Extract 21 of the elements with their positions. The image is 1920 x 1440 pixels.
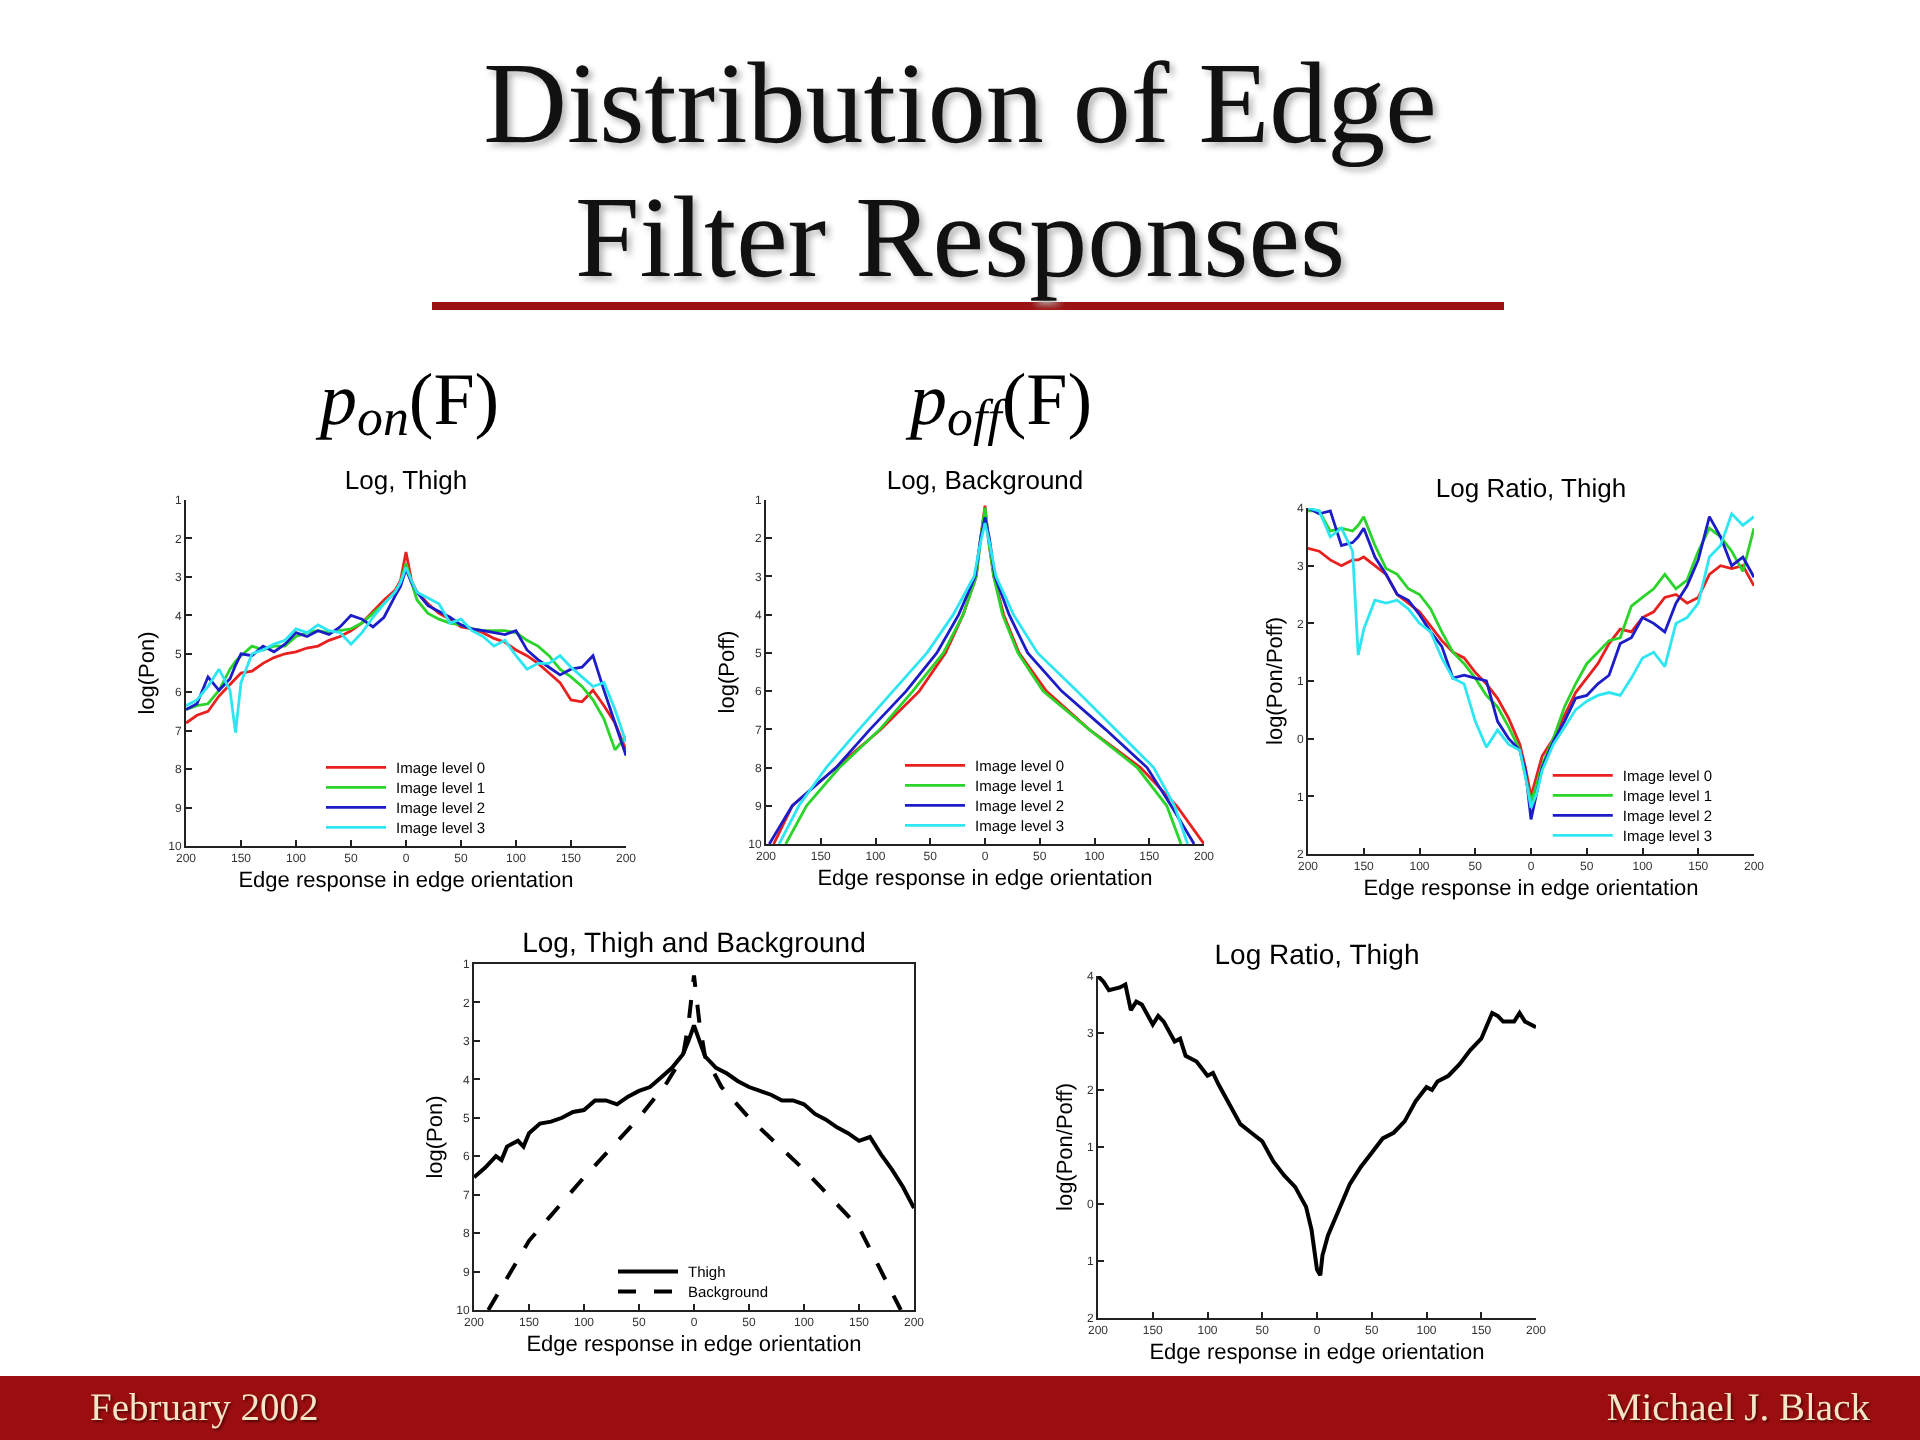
chart-title: Log Ratio, Thigh <box>1214 937 1420 970</box>
text: p$_{on}$(F) <box>320 360 500 448</box>
y-axis-title: log(Pon) <box>423 1095 448 1179</box>
chart-title: Log, Thigh and Background <box>522 925 866 958</box>
text: February 2002 <box>90 1388 319 1432</box>
y-axis-title: log(Pon/Poff) <box>1054 1082 1079 1212</box>
chart-title: Log, Thigh <box>344 465 468 496</box>
y-axis-title: log(Poff) <box>715 630 740 714</box>
text: Michael J. Black <box>1606 1388 1870 1432</box>
x-axis-title: Edge response in edge orientation <box>817 866 1153 891</box>
text: p$_{off}$(F) <box>910 360 1093 448</box>
chart-title: Log Ratio, Thigh <box>1435 473 1627 504</box>
x-axis-title: Edge response in edge orientation <box>1149 1340 1485 1365</box>
y-axis-title: log(Pon/Poff) <box>1264 616 1289 746</box>
x-axis-title: Edge response in edge orientation <box>526 1332 862 1357</box>
chart-title: Log, Background <box>886 465 1084 496</box>
x-axis-title: Edge response in edge orientation <box>238 868 574 893</box>
line-series <box>1098 976 1536 1278</box>
x-axis-title: Edge response in edge orientation <box>1363 876 1699 901</box>
y-axis-title: log(Pon) <box>135 631 160 715</box>
text: Distribution of Edge Filter Responses <box>481 36 1439 304</box>
